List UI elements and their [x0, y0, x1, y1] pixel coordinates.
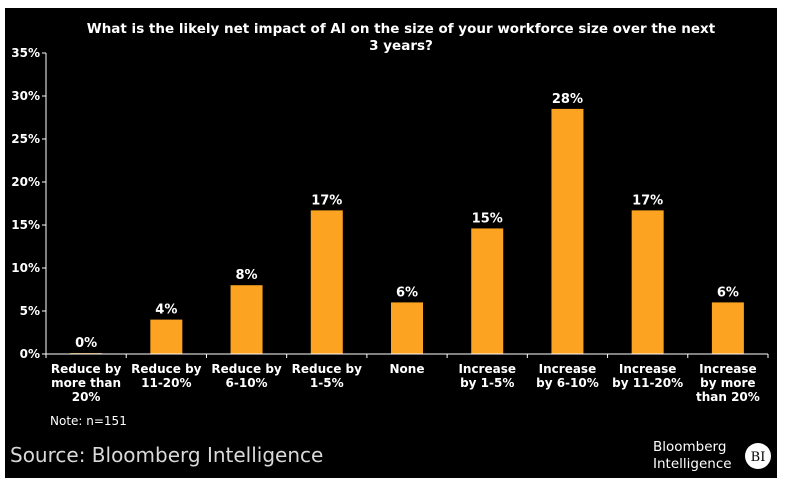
x-category-label: 11-20% — [141, 376, 191, 390]
x-category-label: by 6-10% — [536, 376, 599, 390]
bar-data-label: 6% — [717, 285, 739, 300]
y-tick-label: 35% — [11, 46, 40, 60]
brand-line-2: Intelligence — [653, 456, 732, 472]
bar — [230, 285, 263, 354]
note-text: Note: n=151 — [50, 414, 127, 428]
x-category-label: Increase — [619, 362, 677, 376]
x-category-label: Increase — [458, 362, 516, 376]
source-text: Source: Bloomberg Intelligence — [10, 443, 323, 467]
x-category-label: None — [390, 362, 425, 376]
x-category-label: Reduce by — [131, 362, 202, 376]
bar-data-label: 17% — [311, 193, 342, 208]
data-labels-group: 0% 4% 8% 17% 6% 15% 28% 17% 6% — [75, 92, 739, 351]
bar-data-label: 4% — [155, 303, 177, 318]
bar-data-label: 17% — [632, 193, 663, 208]
y-tick-label: 30% — [11, 89, 40, 103]
y-tick-label: 10% — [11, 261, 40, 275]
bi-badge-icon — [745, 443, 771, 469]
x-category-label: by 1-5% — [460, 376, 514, 390]
bar — [631, 210, 664, 354]
bar-chart: What is the likely net impact of AI on t… — [10, 21, 771, 472]
x-category-label: 1-5% — [310, 376, 344, 390]
y-tick-label: 0% — [20, 347, 40, 361]
x-category-label: Increase — [539, 362, 597, 376]
bar — [711, 302, 744, 354]
x-category-label: Reduce by — [51, 362, 122, 376]
y-tick-label: 25% — [11, 132, 40, 146]
y-tick-label: 5% — [20, 304, 40, 318]
bar-data-label: 28% — [552, 92, 583, 107]
bloomberg-intelligence-logo: Bloomberg Intelligence BI — [653, 439, 771, 472]
bi-badge-text: BI — [751, 450, 766, 465]
y-axis: 0% 5% 10% 15% 20% 25% 30% 35% — [11, 46, 47, 361]
bar-data-label: 15% — [472, 211, 503, 226]
x-category-label: more than — [51, 376, 121, 390]
bar — [551, 108, 584, 355]
x-category-label: Reduce by — [292, 362, 363, 376]
x-category-label: 20% — [72, 390, 101, 404]
bar-data-label: 6% — [396, 285, 418, 300]
bar-data-label: 8% — [236, 268, 258, 283]
bar — [310, 210, 343, 354]
x-category-label: than 20% — [696, 390, 760, 404]
x-category-label: Increase — [699, 362, 757, 376]
bar-data-label: 0% — [75, 336, 97, 351]
x-category-label: by 11-20% — [612, 376, 683, 390]
x-category-label: 6-10% — [226, 376, 268, 390]
bar — [150, 319, 183, 354]
brand-line-1: Bloomberg — [653, 439, 726, 455]
bar — [471, 228, 504, 354]
x-category-label: by more — [700, 376, 755, 390]
bars-group — [70, 108, 744, 355]
chart-title-line-1: What is the likely net impact of AI on t… — [87, 21, 716, 37]
chart-title-line-2: 3 years? — [369, 38, 433, 54]
y-tick-label: 15% — [11, 218, 40, 232]
chart-frame: What is the likely net impact of AI on t… — [5, 8, 777, 478]
x-category-label: Reduce by — [211, 362, 282, 376]
bar — [391, 302, 423, 354]
y-tick-label: 20% — [11, 175, 40, 189]
